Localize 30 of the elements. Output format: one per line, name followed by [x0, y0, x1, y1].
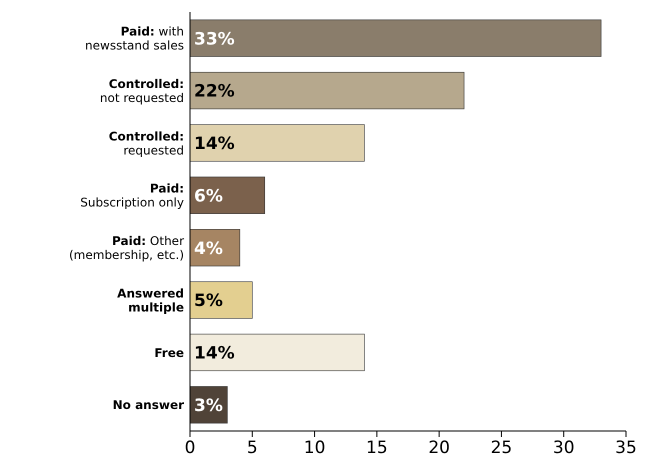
x-tick-label: 0 [184, 438, 196, 458]
x-tick-label: 25 [490, 438, 512, 458]
x-tick-label: 35 [615, 438, 637, 458]
data-label: 22% [194, 82, 235, 102]
y-tick-label: Paid: with newsstand sales [85, 24, 184, 53]
bar [190, 20, 602, 57]
data-label: 6% [194, 186, 223, 206]
y-tick-label: Controlled: requested [108, 129, 184, 158]
bar [190, 334, 365, 372]
bar [190, 281, 253, 319]
x-tick-label: 20 [428, 438, 450, 458]
data-label: 3% [194, 396, 223, 416]
y-tick-label: No answer [112, 398, 184, 412]
x-tick-label: 15 [366, 438, 388, 458]
y-tick-label: Paid: Subscription only [80, 182, 184, 210]
x-tick-label: 5 [246, 438, 258, 458]
y-tick-label: Answered multiple [117, 286, 184, 314]
data-label: 5% [194, 291, 223, 312]
data-label: 4% [194, 238, 223, 259]
x-tick-label: 10 [304, 438, 326, 458]
x-tick-label: 30 [552, 438, 575, 458]
data-label: 33% [194, 29, 235, 50]
y-tick-label: Free [154, 346, 184, 360]
y-tick-label: Controlled: not requested [100, 76, 184, 105]
bar [190, 72, 464, 110]
y-tick-label: Paid: Other (membership, etc.) [69, 234, 184, 262]
data-label: 14% [194, 134, 235, 154]
bar [190, 124, 365, 162]
bar [190, 176, 266, 214]
data-label: 14% [194, 344, 235, 364]
